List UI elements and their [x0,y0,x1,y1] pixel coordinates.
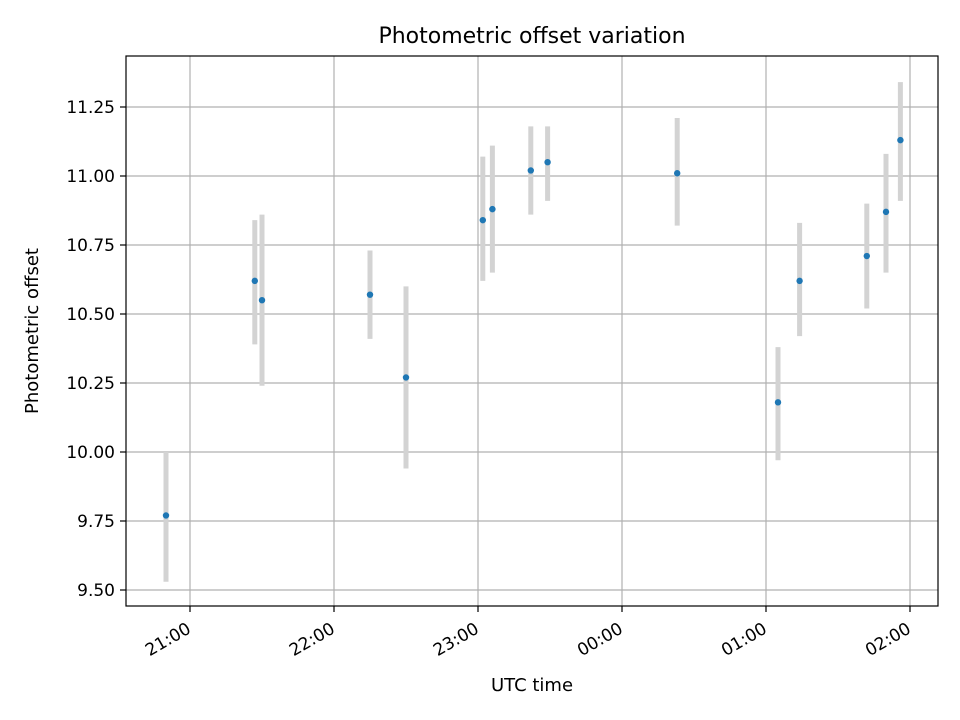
y-axis-label: Photometric offset [22,248,43,414]
chart-title: Photometric offset variation [378,24,685,49]
x-axis-ticks: 21:00 22:00 23:00 00:00 01:00 02:00 [142,606,915,661]
y-tick-label: 11.25 [66,98,115,118]
data-point [882,208,890,216]
data-point [489,205,496,213]
data-point [162,512,170,519]
data-point [544,159,551,166]
data-point [527,167,534,174]
data-points [162,136,904,519]
x-tick-label: 01:00 [718,619,770,661]
x-tick-label: 22:00 [286,619,338,661]
x-tick-label: 21:00 [142,619,194,661]
data-point [897,136,904,144]
data-point [402,374,410,381]
data-point [796,277,803,285]
data-point [774,399,782,406]
y-axis-ticks: 9.50 9.75 10.00 10.25 10.50 10.75 11.00 11.25 [66,98,126,601]
data-point [863,252,870,260]
data-point [479,216,486,224]
y-tick-label: 10.00 [66,443,115,463]
data-point [366,291,374,298]
error-bars [163,82,903,582]
data-point [251,277,258,285]
y-tick-label: 11.00 [66,167,115,187]
x-tick-label: 02:00 [862,619,914,661]
data-point [258,297,266,304]
y-tick-label: 9.50 [77,581,115,601]
y-tick-label: 9.75 [77,512,115,532]
x-tick-label: 00:00 [574,619,626,661]
plot-frame [125,55,939,607]
x-axis-label: UTC time [491,675,573,696]
x-tick-label: 23:00 [430,619,482,661]
data-point [674,170,681,177]
y-tick-label: 10.50 [66,305,115,325]
y-tick-label: 10.75 [66,236,115,256]
y-tick-label: 10.25 [66,374,115,394]
